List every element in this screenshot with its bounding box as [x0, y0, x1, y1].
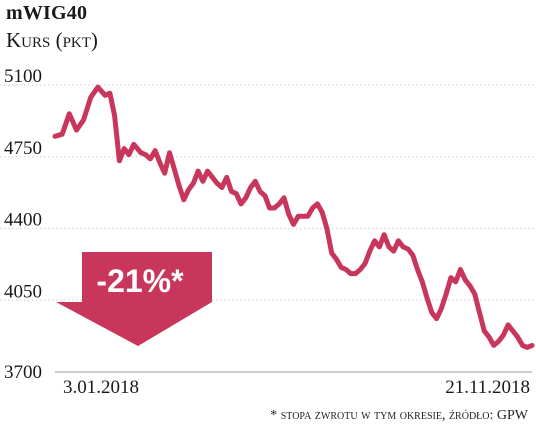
return-badge-text: -21%* [96, 263, 184, 299]
source-footnote: * stopa zwrotu w tym okresie, źródło: GP… [270, 408, 528, 423]
series-line [52, 84, 535, 350]
x-axis-tick-labels: 3.01.2018 21.11.2018 [63, 377, 530, 398]
down-arrow-icon [56, 252, 212, 346]
return-badge: -21%* [56, 252, 212, 346]
x-tick-label: 21.11.2018 [445, 377, 530, 398]
chart-title: mWIG40 [6, 2, 88, 24]
x-tick-label: 3.01.2018 [63, 377, 139, 398]
y-tick-label: 4050 [4, 281, 42, 302]
chart-subtitle: Kurs (pkt) [6, 28, 98, 52]
y-tick-label: 5100 [4, 66, 42, 87]
y-tick-label: 3700 [4, 362, 42, 383]
y-axis-tick-labels: 3700 4050 4400 4750 5100 [4, 66, 42, 383]
gridlines [0, 84, 536, 301]
y-tick-label: 4400 [4, 210, 42, 231]
y-tick-label: 4750 [4, 138, 42, 159]
